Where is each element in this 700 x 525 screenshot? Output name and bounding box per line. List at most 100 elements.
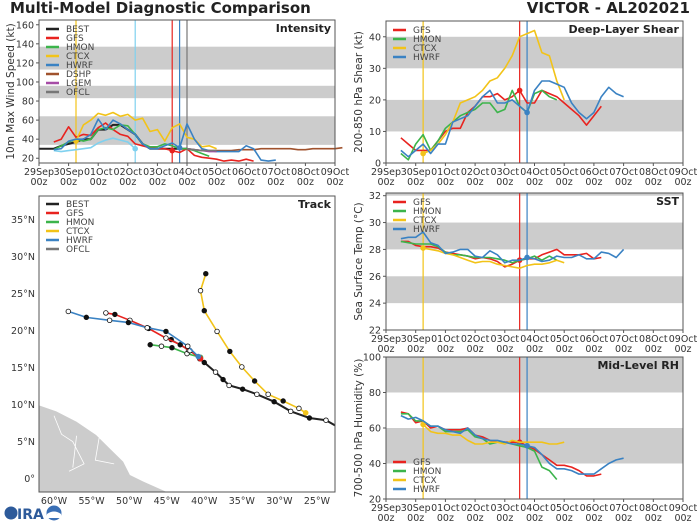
legend-label: OFCL (66, 88, 90, 98)
init-marker-ctcx (420, 421, 426, 428)
series-line-hwrf (53, 118, 276, 162)
track-point-best (201, 359, 207, 366)
track-point-hmon (147, 342, 153, 348)
series-line-ofcl (186, 147, 217, 152)
threshold-band (386, 357, 683, 393)
track-point-hmon (158, 343, 165, 349)
track-point-hwrf (83, 314, 90, 321)
x-tick-sublabel: 00z (119, 177, 136, 188)
panel-mid-level-rh: 2040608010029Sep00z30Sep00z01Oct00z02Oct… (353, 353, 698, 525)
panel-intensity: 2040608010012014016029Sep00z30Sep00z01Oc… (5, 19, 350, 188)
x-tick-label: 02Oct (461, 334, 490, 345)
plot-area (386, 193, 683, 330)
x-tick-label: 07Oct (609, 334, 638, 345)
lat-tick-label: 10°N (11, 400, 35, 411)
x-tick-label: 09Oct (669, 167, 698, 178)
x-tick-sublabel: 00z (149, 177, 166, 188)
track-point-hwrf (185, 343, 191, 349)
x-tick-sublabel: 00z (377, 344, 394, 355)
init-marker-ctcx (420, 245, 426, 251)
x-tick-label: 07Oct (609, 167, 638, 178)
y-tick-label: 28 (369, 245, 381, 256)
track-point-ctcx (265, 391, 271, 398)
init-marker-gfs (516, 87, 523, 94)
x-tick-sublabel: 00z (30, 177, 47, 188)
track-start-ctcx (302, 410, 309, 416)
track-point-best (306, 415, 313, 421)
legend-label: GFS (413, 26, 431, 36)
legend-label: GFS (66, 34, 84, 44)
x-tick-sublabel: 00z (496, 344, 513, 355)
y-tick-label: 20 (22, 154, 34, 165)
y-tick-label: 22 (369, 326, 381, 337)
x-tick-sublabel: 00z (645, 513, 662, 524)
y-tick-label: 100 (363, 353, 381, 364)
legend-label: HMON (413, 207, 441, 217)
y-tick-label: 80 (369, 388, 381, 399)
track-point-best (271, 399, 277, 405)
legend-label: HMON (66, 218, 94, 228)
track-point-best (212, 369, 219, 375)
track-point-hwrf (106, 317, 113, 324)
track-point-hwrf (65, 308, 71, 315)
track-point-ctcx (201, 308, 207, 314)
legend-label: DSHP (66, 70, 91, 80)
x-tick-label: 03Oct (143, 167, 172, 178)
globe-icon (4, 506, 18, 520)
y-axis-label: Sea Surface Temp (°C) (353, 202, 365, 320)
legend-label: HWRF (413, 53, 440, 63)
lat-tick-label: 20°N (11, 326, 35, 337)
x-tick-sublabel: 00z (90, 177, 107, 188)
legend-label: CTCX (413, 216, 437, 226)
x-tick-label: 06Oct (232, 167, 261, 178)
y-axis-label: 200-850 hPa Shear (kt) (353, 31, 365, 153)
lon-tick-label: 60°W (41, 496, 68, 507)
x-tick-sublabel: 00z (437, 344, 454, 355)
x-tick-label: 29Sep (371, 503, 401, 514)
track-point-ctcx (296, 405, 302, 412)
track-point-best (323, 417, 329, 423)
legend-label: HMON (66, 43, 94, 53)
x-tick-sublabel: 00z (407, 177, 424, 188)
y-tick-label: 24 (369, 299, 381, 310)
track-point-ctcx (239, 364, 245, 370)
x-tick-sublabel: 00z (267, 177, 284, 188)
x-tick-sublabel: 00z (238, 177, 255, 188)
panel-title: Mid-Level RH (597, 359, 679, 372)
panel-sst: 22242628303229Sep00z30Sep00z01Oct00z02Oc… (353, 191, 698, 355)
threshold-band (386, 193, 683, 196)
panel-track: 60°W 55°W 50°W 45°W 40°W 35°W 30°W 25°W 0° 5°N 10°… (11, 195, 336, 507)
x-tick-sublabel: 00z (674, 344, 691, 355)
x-tick-sublabel: 00z (326, 177, 343, 188)
x-tick-label: 09Oct (669, 503, 698, 514)
x-tick-sublabel: 00z (467, 177, 484, 188)
lat-tick-label: 30°N (11, 252, 35, 263)
x-tick-label: 02Oct (461, 503, 490, 514)
x-tick-label: 06Oct (580, 503, 609, 514)
x-tick-label: 01Oct (84, 167, 113, 178)
track-point-best (254, 391, 260, 398)
x-tick-label: 05Oct (550, 167, 579, 178)
x-tick-sublabel: 00z (615, 177, 632, 188)
x-tick-label: 04Oct (520, 503, 549, 514)
x-tick-label: 29Sep (24, 167, 54, 178)
x-tick-sublabel: 00z (526, 344, 543, 355)
x-tick-label: 03Oct (491, 167, 520, 178)
x-tick-label: 01Oct (431, 167, 460, 178)
lon-tick-label: 25°W (304, 496, 331, 507)
track-point-hwrf (144, 325, 150, 331)
y-axis-label: 700-500 hPa Humidity (%) (353, 359, 365, 498)
y-tick-label: 20 (369, 95, 381, 106)
panel-title: Intensity (276, 22, 331, 35)
lat-tick-label: 35°N (11, 215, 35, 226)
x-tick-sublabel: 00z (674, 513, 691, 524)
x-tick-label: 04Oct (520, 167, 549, 178)
panel-deep-layer-shear: 01020304029Sep00z30Sep00z01Oct00z02Oct00… (353, 20, 698, 188)
y-tick-label: 32 (369, 191, 381, 202)
x-tick-label: 03Oct (491, 503, 520, 514)
track-point-ctcx (203, 271, 209, 277)
lat-tick-label: 15°N (11, 363, 35, 374)
series-line-hwrf (400, 80, 624, 158)
